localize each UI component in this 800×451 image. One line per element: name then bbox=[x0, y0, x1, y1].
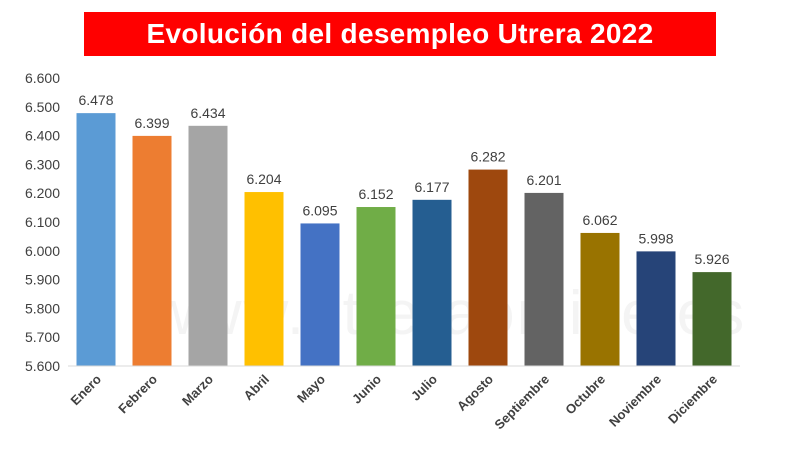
x-tick-label: Julio bbox=[408, 371, 440, 403]
chart-title-banner: Evolución del desempleo Utrera 2022 bbox=[84, 12, 716, 56]
bar bbox=[300, 223, 340, 366]
bar bbox=[76, 113, 116, 366]
x-tick-label: Octubre bbox=[562, 372, 608, 418]
bar bbox=[132, 135, 172, 366]
data-label: 6.095 bbox=[302, 202, 337, 218]
x-tick-label: Junio bbox=[349, 371, 384, 406]
y-tick-label: 6.000 bbox=[25, 243, 60, 259]
bar bbox=[580, 232, 620, 366]
bar bbox=[244, 192, 284, 366]
chart-title: Evolución del desempleo Utrera 2022 bbox=[146, 18, 654, 49]
y-tick-label: 5.800 bbox=[25, 300, 60, 316]
x-tick-label: Diciembre bbox=[665, 372, 720, 427]
data-label: 6.152 bbox=[358, 186, 393, 202]
y-tick-label: 5.700 bbox=[25, 329, 60, 345]
y-tick-label: 5.900 bbox=[25, 272, 60, 288]
x-tick-label: Enero bbox=[67, 371, 104, 408]
y-tick-label: 6.400 bbox=[25, 128, 60, 144]
data-label: 6.201 bbox=[526, 172, 561, 188]
bar bbox=[356, 207, 396, 366]
data-label: 6.062 bbox=[582, 212, 617, 228]
x-tick-label: Abril bbox=[241, 372, 273, 404]
data-label: 5.998 bbox=[638, 230, 673, 246]
y-tick-label: 6.500 bbox=[25, 99, 60, 115]
data-label: 6.282 bbox=[470, 149, 505, 165]
y-tick-label: 5.600 bbox=[25, 358, 60, 374]
data-label: 6.478 bbox=[78, 92, 113, 108]
y-tick-label: 6.200 bbox=[25, 185, 60, 201]
data-label: 5.926 bbox=[694, 251, 729, 267]
data-label: 6.177 bbox=[414, 179, 449, 195]
bar bbox=[468, 169, 508, 366]
x-tick-label: Septiembre bbox=[491, 372, 552, 433]
x-tick-label: Mayo bbox=[294, 371, 328, 405]
y-tick-label: 6.300 bbox=[25, 156, 60, 172]
data-label: 6.204 bbox=[246, 171, 281, 187]
x-tick-label: Noviembre bbox=[606, 372, 664, 430]
x-tick-label: Marzo bbox=[179, 371, 216, 408]
bar bbox=[636, 251, 676, 366]
bar bbox=[692, 272, 732, 366]
y-tick-label: 6.600 bbox=[25, 70, 60, 86]
bar bbox=[188, 125, 228, 366]
bar bbox=[524, 192, 564, 366]
y-tick-label: 6.100 bbox=[25, 214, 60, 230]
x-tick-label: Febrero bbox=[115, 371, 160, 416]
x-tick-label: Agosto bbox=[454, 371, 496, 413]
bar bbox=[412, 199, 452, 366]
data-label: 6.399 bbox=[134, 115, 169, 131]
data-label: 6.434 bbox=[190, 105, 225, 121]
